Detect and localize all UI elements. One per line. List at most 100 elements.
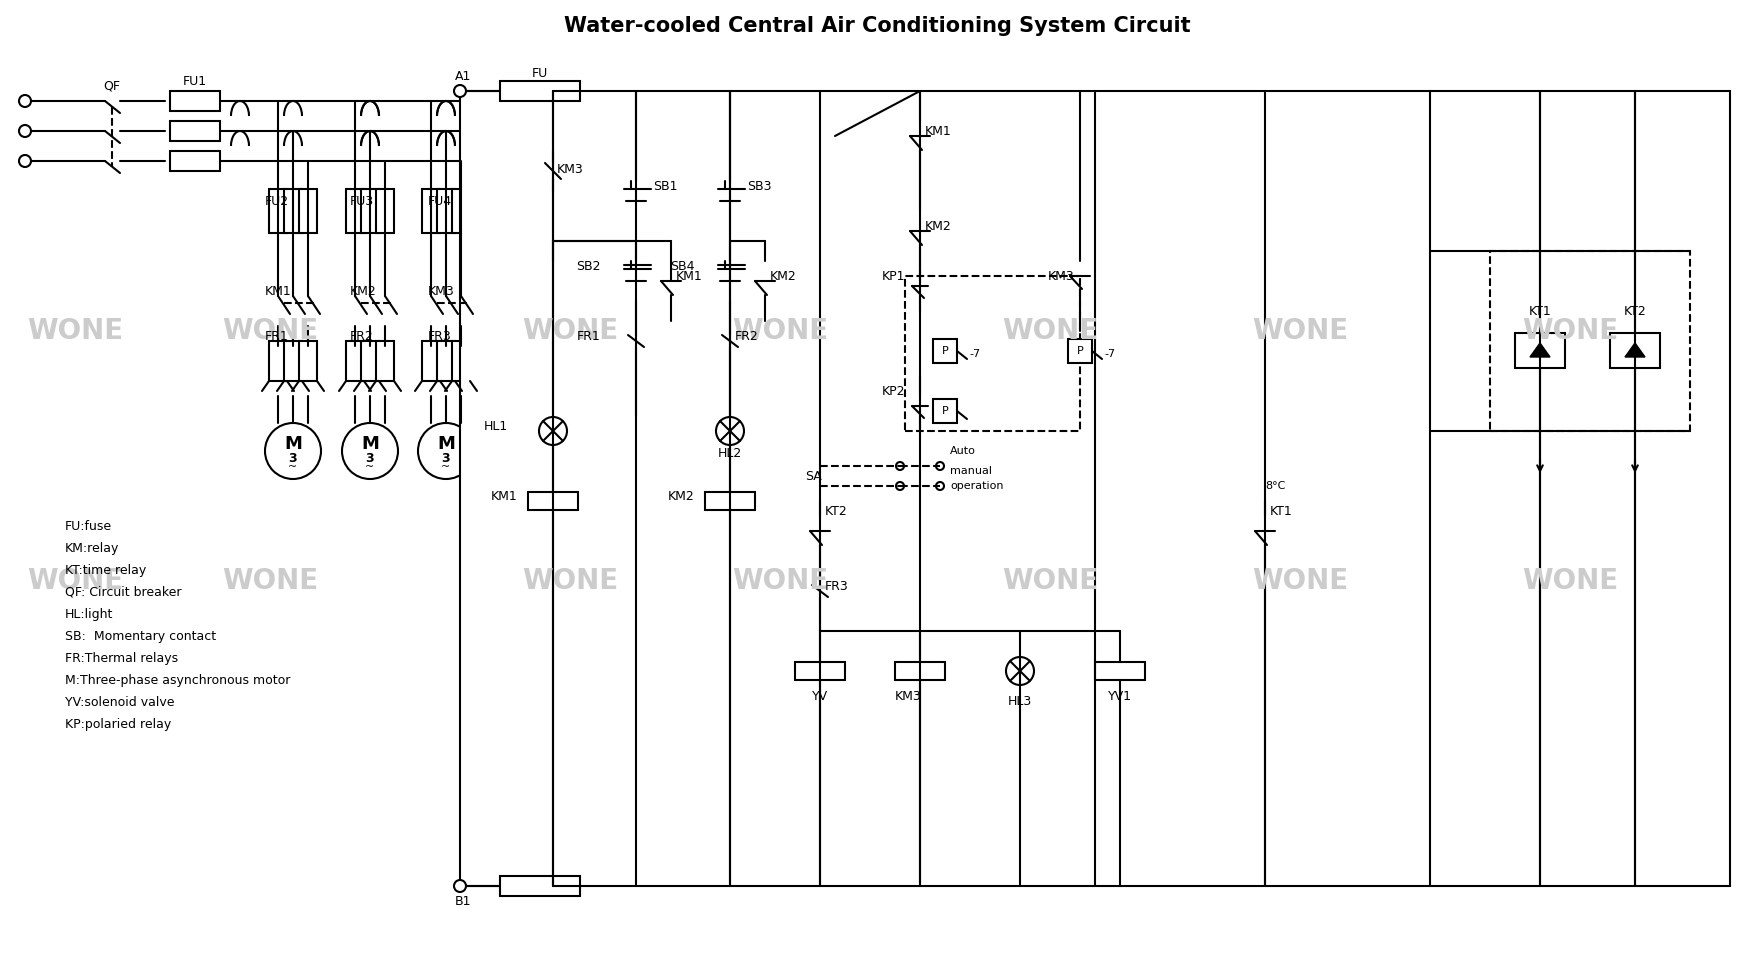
Text: KM2: KM2 [669,489,695,503]
Text: FU4: FU4 [428,194,453,208]
Bar [376,341,395,381]
Circle shape [455,880,467,892]
Text: WONE: WONE [221,567,318,595]
Bar [795,662,844,680]
Bar [376,189,395,233]
Bar [421,341,441,381]
Text: KM1: KM1 [491,489,518,503]
Text: HL2: HL2 [718,447,742,459]
Text: 3: 3 [365,452,374,464]
Bar [284,189,302,233]
Circle shape [19,155,32,167]
Circle shape [418,423,474,479]
Text: KP1: KP1 [881,270,906,283]
Text: YV1: YV1 [1107,689,1132,702]
Circle shape [455,85,467,97]
Text: ~: ~ [288,462,298,472]
Text: operation: operation [949,481,1004,491]
Text: FU2: FU2 [265,194,290,208]
Text: KM:relay: KM:relay [65,542,119,554]
Text: KM3: KM3 [1048,270,1076,283]
Text: Water-cooled Central Air Conditioning System Circuit: Water-cooled Central Air Conditioning Sy… [563,16,1190,36]
Text: P: P [942,406,948,416]
Text: 3: 3 [442,452,451,464]
Bar [500,876,579,896]
Text: HL1: HL1 [484,419,507,432]
Bar [346,341,363,381]
Text: SB1: SB1 [653,180,677,192]
Text: WONE: WONE [1251,317,1348,345]
Circle shape [935,482,944,490]
Text: KM2: KM2 [349,285,377,297]
Text: FR3: FR3 [825,580,849,592]
Text: P: P [1076,346,1083,356]
Text: WONE: WONE [732,317,828,345]
Text: WONE: WONE [732,567,828,595]
Text: FR3: FR3 [428,329,451,343]
Text: manual: manual [949,466,992,476]
Bar [421,189,441,233]
Circle shape [342,423,398,479]
Text: -7: -7 [1104,349,1114,359]
Text: WONE: WONE [521,317,618,345]
Text: HL3: HL3 [1007,694,1032,708]
Bar [269,341,288,381]
Bar [346,189,363,233]
Bar [269,189,288,233]
Bar [934,399,956,423]
Text: WONE: WONE [221,317,318,345]
Bar [706,492,755,510]
Circle shape [935,462,944,470]
Text: KM3: KM3 [895,689,921,702]
Text: 8°C: 8°C [1265,481,1285,491]
Bar [1095,662,1144,680]
Text: SB4: SB4 [670,259,695,273]
Bar [170,151,219,171]
Text: WONE: WONE [1002,567,1099,595]
Polygon shape [1625,343,1644,357]
Bar [460,91,1730,886]
Text: ~: ~ [365,462,374,472]
Bar [170,121,219,141]
Circle shape [1006,657,1034,685]
Bar [934,339,956,363]
Circle shape [716,417,744,445]
Text: FU1: FU1 [183,75,207,87]
Bar [362,341,379,381]
Bar [1490,251,1690,431]
Bar [453,341,470,381]
Text: WONE: WONE [521,567,618,595]
Circle shape [19,95,32,107]
Text: KT2: KT2 [825,505,848,518]
Text: WONE: WONE [26,317,123,345]
Text: QF: QF [104,80,119,92]
Circle shape [539,417,567,445]
Bar [500,81,579,101]
Text: FU: FU [532,66,548,80]
Text: SA: SA [806,470,821,483]
Polygon shape [1530,343,1550,357]
Text: KM2: KM2 [770,270,797,283]
Bar [906,276,1079,431]
Text: YV:solenoid valve: YV:solenoid valve [65,695,174,709]
Text: WONE: WONE [1002,317,1099,345]
Text: FR2: FR2 [349,329,374,343]
Bar [895,662,944,680]
Text: KM3: KM3 [428,285,455,297]
Text: M:Three-phase asynchronous motor: M:Three-phase asynchronous motor [65,674,290,686]
Bar [528,492,577,510]
Text: FR:Thermal relays: FR:Thermal relays [65,652,177,664]
Text: KM1: KM1 [925,124,951,138]
Bar [298,341,318,381]
Bar [437,189,455,233]
Text: FR1: FR1 [577,329,600,343]
Text: HL:light: HL:light [65,608,114,620]
Text: 3: 3 [288,452,297,464]
Bar [170,91,219,111]
Text: WONE: WONE [1251,567,1348,595]
Text: M: M [437,435,455,453]
Bar [362,189,379,233]
Text: SB3: SB3 [748,180,772,192]
Text: KT1: KT1 [1271,505,1293,518]
Text: FU3: FU3 [349,194,374,208]
